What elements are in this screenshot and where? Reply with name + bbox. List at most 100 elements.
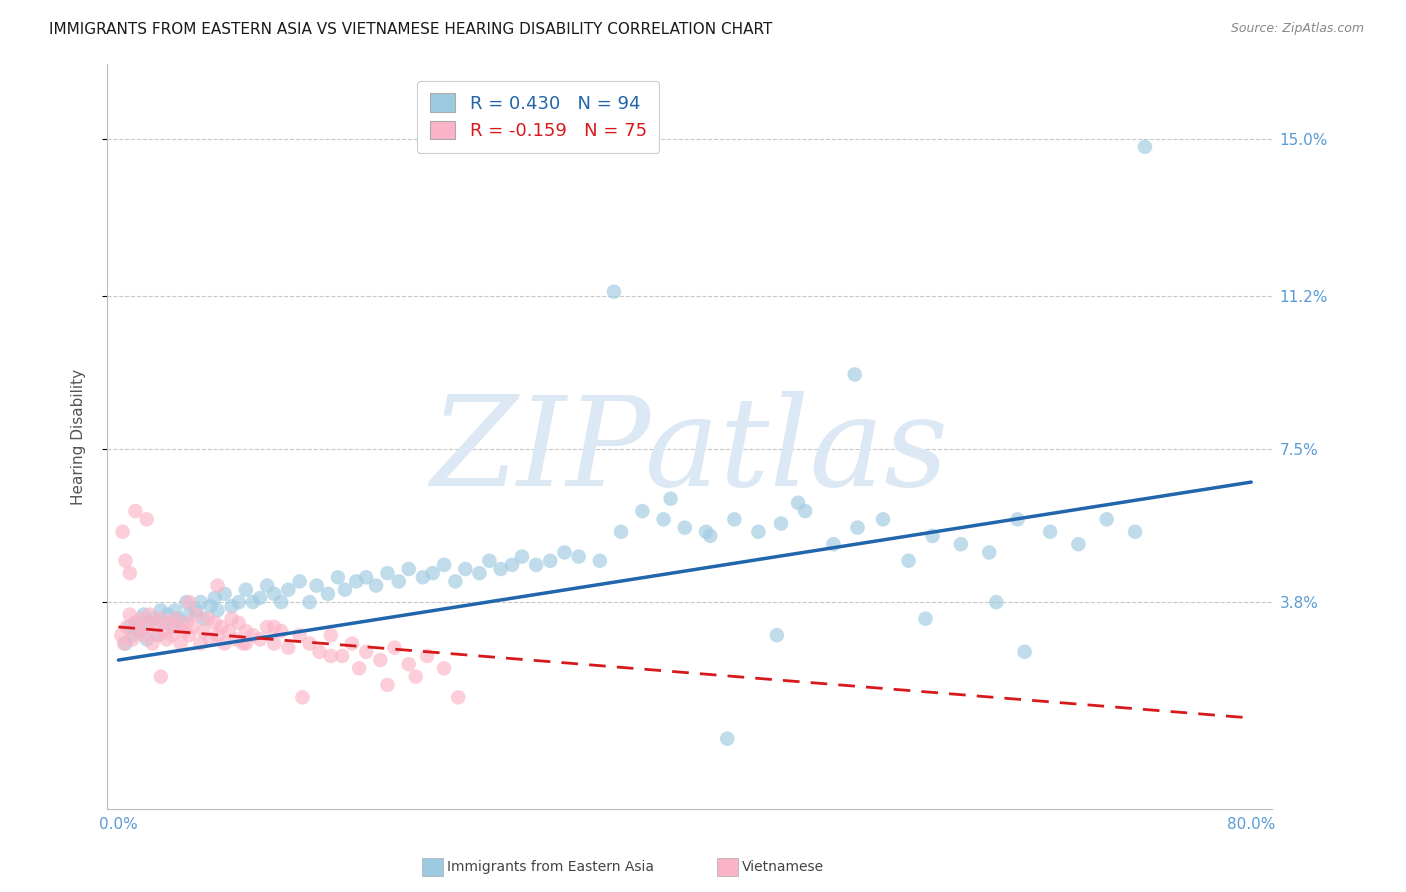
Point (319, 648, 342, 663)
Point (176, 615, 198, 630)
Text: IMMIGRANTS FROM EASTERN ASIA VS VIETNAMESE HEARING DISABILITY CORRELATION CHART: IMMIGRANTS FROM EASTERN ASIA VS VIETNAME… (49, 22, 772, 37)
Point (340, 636, 363, 650)
Point (444, 574, 467, 589)
Point (179, 595, 201, 609)
Point (141, 636, 163, 650)
Point (132, 628, 155, 642)
Point (110, 628, 132, 642)
Point (914, 612, 936, 626)
Point (794, 504, 817, 518)
Point (263, 620, 285, 634)
Point (235, 582, 257, 597)
Point (214, 636, 236, 650)
Point (447, 690, 470, 705)
Point (524, 558, 547, 572)
Point (228, 595, 250, 609)
Text: Vietnamese: Vietnamese (742, 860, 824, 874)
Point (114, 636, 136, 650)
Point (1067, 537, 1090, 551)
Point (501, 558, 523, 572)
Point (143, 615, 166, 630)
Point (249, 591, 271, 605)
Legend: R = 0.430   N = 94, R = -0.159   N = 75: R = 0.430 N = 94, R = -0.159 N = 75 (418, 80, 659, 153)
Point (872, 512, 894, 526)
Point (603, 285, 626, 299)
Point (181, 620, 204, 634)
Point (127, 624, 149, 639)
Point (152, 624, 174, 639)
Point (270, 624, 292, 639)
Point (218, 624, 240, 639)
Point (388, 574, 411, 589)
Point (398, 562, 420, 576)
Point (135, 632, 157, 647)
Point (176, 595, 198, 609)
Point (433, 661, 456, 675)
Point (160, 620, 183, 634)
Point (114, 554, 136, 568)
Point (256, 620, 278, 634)
Point (288, 574, 311, 589)
Point (263, 636, 285, 650)
Point (659, 491, 682, 506)
Point (270, 595, 292, 609)
Point (167, 612, 190, 626)
Point (146, 628, 169, 642)
Point (221, 599, 243, 614)
Point (538, 554, 561, 568)
Point (354, 570, 377, 584)
Point (118, 566, 141, 581)
Point (179, 607, 201, 622)
Point (468, 566, 491, 581)
Point (186, 607, 208, 622)
Point (173, 624, 195, 639)
Point (157, 615, 180, 630)
Point (1133, 140, 1156, 154)
Point (846, 521, 869, 535)
Point (132, 607, 155, 622)
Point (770, 516, 793, 531)
Point (172, 615, 194, 630)
Point (167, 620, 190, 634)
Y-axis label: Hearing Disability: Hearing Disability (72, 368, 86, 505)
Point (631, 504, 654, 518)
Point (377, 566, 399, 581)
Point (124, 615, 146, 630)
Point (921, 529, 943, 543)
Point (190, 636, 212, 650)
Point (589, 554, 612, 568)
Point (986, 595, 1008, 609)
Point (747, 524, 769, 539)
Point (277, 582, 299, 597)
Point (170, 636, 193, 650)
Point (478, 554, 501, 568)
Point (716, 731, 738, 746)
Point (256, 578, 278, 592)
Point (124, 504, 146, 518)
Point (235, 636, 257, 650)
Point (652, 512, 675, 526)
Point (298, 595, 321, 609)
Point (308, 645, 330, 659)
Point (405, 670, 427, 684)
Point (319, 628, 342, 642)
Point (1014, 645, 1036, 659)
Point (112, 636, 135, 650)
Point (699, 529, 721, 543)
Point (1095, 512, 1118, 526)
Point (193, 612, 215, 626)
Point (207, 578, 229, 592)
Point (422, 566, 444, 581)
Point (142, 612, 165, 626)
Point (897, 554, 920, 568)
Point (568, 549, 591, 564)
Point (249, 632, 271, 647)
Point (333, 582, 356, 597)
Point (190, 595, 212, 609)
Point (232, 636, 254, 650)
Point (242, 628, 264, 642)
Point (111, 524, 134, 539)
Point (1007, 512, 1029, 526)
Point (207, 603, 229, 617)
Point (214, 587, 236, 601)
